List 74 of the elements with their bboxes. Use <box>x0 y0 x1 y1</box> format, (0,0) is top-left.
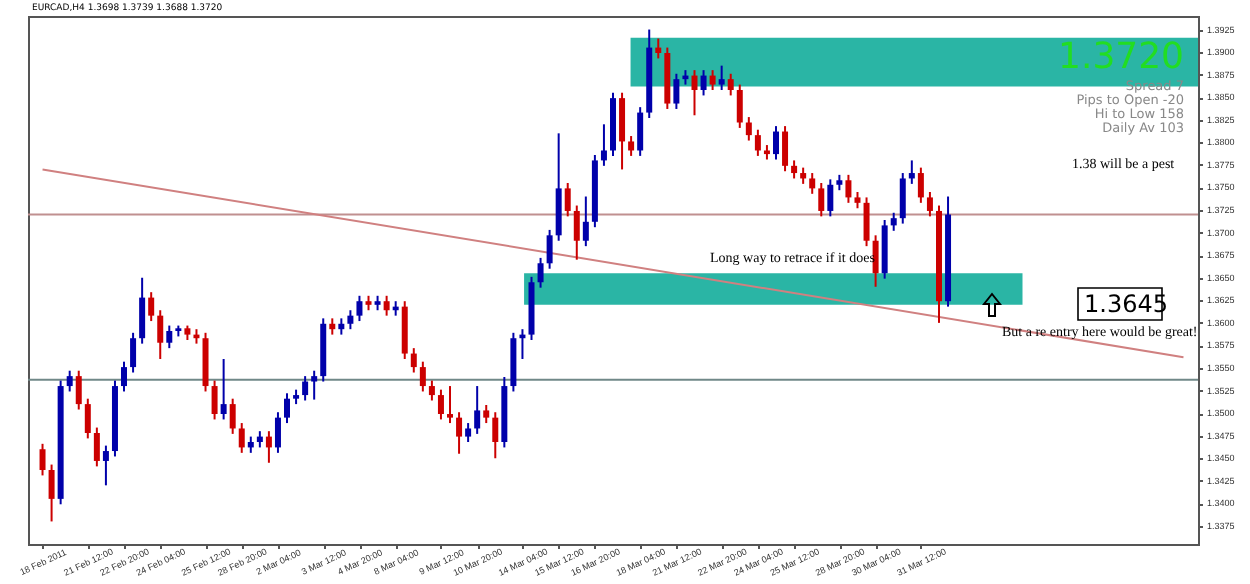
candlestick <box>827 178 834 218</box>
candlestick <box>410 347 417 374</box>
candlestick <box>510 331 517 393</box>
candlestick <box>447 385 454 425</box>
candlestick <box>238 422 245 454</box>
candlestick <box>628 135 635 157</box>
candlestick <box>673 72 680 110</box>
candlestick <box>229 397 236 435</box>
candlestick <box>383 294 390 317</box>
candlestick <box>745 116 752 142</box>
candlestick <box>166 324 173 350</box>
candlestick <box>890 211 897 232</box>
candlestick <box>456 411 463 455</box>
candlestick <box>274 411 281 454</box>
candlestick <box>917 166 924 204</box>
candlestick <box>754 128 761 157</box>
candlestick <box>564 181 571 218</box>
candlestick <box>555 132 562 242</box>
candlestick <box>809 172 816 195</box>
candlestick <box>130 331 137 374</box>
candlestick <box>437 388 444 421</box>
candlestick <box>573 204 580 261</box>
candlestick <box>347 309 354 331</box>
candlestick <box>93 426 100 468</box>
candlestick <box>845 173 852 204</box>
candlestick <box>75 369 82 411</box>
candlestick <box>483 404 490 425</box>
candlestick <box>691 69 698 117</box>
candlestick <box>211 379 218 421</box>
candlestick <box>102 444 109 487</box>
candlestick <box>474 385 481 435</box>
candlestick <box>139 276 146 345</box>
candlestick <box>908 159 915 185</box>
candlestick <box>637 106 644 157</box>
candlestick <box>537 256 544 289</box>
candlestick <box>148 291 155 323</box>
candlestick <box>727 72 734 97</box>
candlestick <box>772 125 779 161</box>
candlestick <box>818 181 825 218</box>
candlestick <box>619 91 626 171</box>
candlestick <box>546 228 553 270</box>
candlestick <box>700 69 707 97</box>
candlestick <box>899 172 906 225</box>
candlestick <box>220 357 227 421</box>
candlestick <box>428 379 435 402</box>
candlestick <box>157 309 164 360</box>
candlestick <box>926 191 933 218</box>
candlestick <box>84 397 91 440</box>
candlestick <box>311 369 318 401</box>
candlestick <box>492 411 499 460</box>
candlestick <box>709 69 716 92</box>
candlestick <box>736 83 743 129</box>
candlestick <box>48 463 55 523</box>
candlestick <box>419 360 426 393</box>
candlestick <box>202 331 209 393</box>
candlestick <box>401 300 408 360</box>
annotation: 1.3720 <box>1058 36 1184 78</box>
candlestick <box>782 125 789 173</box>
candlestick <box>863 196 870 248</box>
candlestick <box>465 422 472 444</box>
candlestick <box>39 442 46 477</box>
candlestick <box>655 37 662 60</box>
candlestick <box>302 375 309 402</box>
candlestick <box>718 64 725 92</box>
candlestick <box>356 294 363 323</box>
candlestick <box>121 360 128 393</box>
candlestick <box>881 218 888 280</box>
candlestick <box>284 392 291 425</box>
candlestick <box>872 234 879 288</box>
candlestick <box>66 369 73 393</box>
candlestick <box>791 159 798 180</box>
candlestick <box>600 123 607 167</box>
candlestick <box>582 195 589 248</box>
candlestick <box>265 430 272 464</box>
